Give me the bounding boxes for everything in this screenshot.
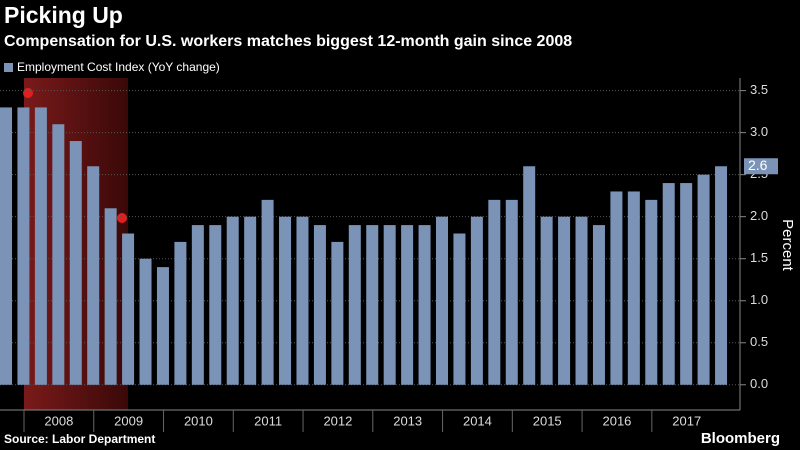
bar [69,141,82,385]
bar [715,166,728,385]
marker [23,88,33,98]
bar [191,225,204,385]
bar [122,233,135,385]
bar [470,216,483,385]
bar [313,225,326,385]
x-tick-label: 2011 [254,413,282,428]
bar [279,216,292,385]
y-tick-label: 2.0 [750,208,768,223]
bar [156,267,169,385]
x-tick-label: 2014 [463,413,492,428]
bar [383,225,396,385]
y-tick-label: 1.5 [750,250,768,265]
y-axis-label: Percent [779,219,796,272]
last-value-label: 2.6 [748,157,768,173]
bar [296,216,309,385]
y-tick-label: 3.0 [750,124,768,139]
x-tick-label: 2015 [533,413,562,428]
y-tick-label: 0.0 [750,376,768,391]
bar [505,199,518,385]
bar [453,233,466,385]
x-tick-label: 2017 [672,413,701,428]
bar [34,107,47,385]
bar [87,166,100,385]
chart-subtitle: Compensation for U.S. workers matches bi… [4,33,572,50]
legend-label: Employment Cost Index (YoY change) [17,60,220,74]
bar [558,216,571,385]
bar [331,241,344,385]
bar [52,124,65,385]
bar [610,191,623,385]
bar [366,225,379,385]
y-tick-label: 3.5 [750,82,768,97]
y-tick-label: 0.5 [750,334,768,349]
bar [436,216,448,385]
x-tick-label: 2010 [184,413,213,428]
brand: Bloomberg [701,430,780,447]
last-value-box [744,158,778,175]
y-tick-label: 1.0 [750,292,768,307]
bar [226,216,239,385]
x-tick-label: 2009 [114,413,143,428]
bar [401,225,414,385]
bar [592,225,605,385]
bar [0,107,12,385]
bar [104,208,117,385]
bar [418,225,431,385]
legend-swatch [4,63,13,72]
bar [575,216,588,385]
bar [540,216,553,385]
bar [261,199,274,385]
bar [662,183,675,385]
bar [348,225,361,385]
x-tick-label: 2013 [393,413,422,428]
x-tick-label: 2016 [602,413,631,428]
bar [209,225,222,385]
marker [117,213,127,223]
x-tick-label: 2008 [44,413,73,428]
bar [244,216,257,385]
bar [697,174,710,385]
bar [645,199,658,385]
chart-title: Picking Up [4,2,123,28]
bar [139,258,152,385]
source: Source: Labor Department [4,432,155,446]
bar [488,199,501,385]
bar [523,166,536,385]
bar [680,183,693,385]
bar [627,191,640,385]
bar [17,107,30,385]
bar [174,241,187,385]
x-tick-label: 2012 [323,413,352,428]
